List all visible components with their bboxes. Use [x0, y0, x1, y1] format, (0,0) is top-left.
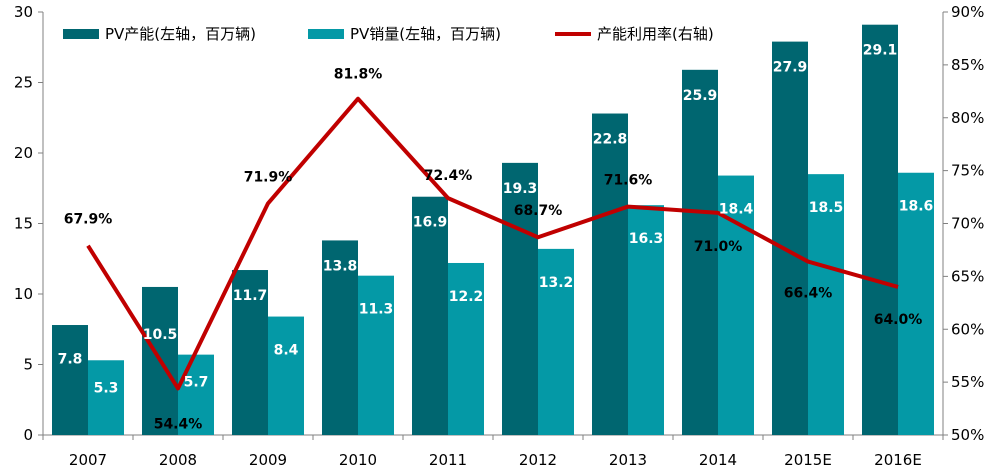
bar-sales — [898, 172, 934, 436]
x-tick-label: 2008 — [159, 451, 197, 469]
bars — [52, 24, 934, 436]
x-tick-label: 2012 — [519, 451, 557, 469]
bar-label: 18.4 — [719, 202, 754, 218]
utilization-polyline — [86, 96, 899, 391]
y-right-tick-label: 85% — [951, 56, 984, 74]
y-left-tick-label: 0 — [23, 426, 33, 444]
bar-label: 18.6 — [899, 199, 934, 215]
x-tick-label: 2014 — [699, 451, 737, 469]
bar-sales — [718, 175, 754, 435]
bar-sales — [178, 354, 214, 435]
x-tick-label: 2007 — [69, 451, 107, 469]
y-right-tick-label: 75% — [951, 162, 984, 180]
data-labels: 7.8 5.3 10.5 5.7 11.7 8.4 13.8 11.3 16.9 12.2 19.3… — [58, 43, 934, 433]
bar-label: 16.3 — [629, 231, 664, 247]
line-label: 81.8% — [334, 67, 383, 83]
bar-sales — [268, 316, 304, 435]
y-left-tick-label: 30 — [14, 3, 33, 21]
bar-capacity — [232, 270, 268, 435]
bar-label: 11.3 — [359, 302, 394, 318]
y-right-tick-label: 90% — [951, 3, 984, 21]
x-tick-label: 2010 — [339, 451, 377, 469]
line-label: 71.6% — [604, 173, 653, 189]
y-left-tick-label: 25 — [14, 74, 33, 92]
y-left-tick-label: 15 — [14, 215, 33, 233]
bar-label: 5.7 — [184, 375, 209, 391]
bar-label: 7.8 — [58, 352, 83, 368]
line-label: 71.0% — [694, 239, 743, 255]
utilization-line — [86, 96, 899, 391]
x-tick-label: 2015E — [784, 451, 832, 469]
bar-label: 11.7 — [233, 288, 268, 304]
bar-capacity — [52, 325, 88, 435]
bar-label: 16.9 — [413, 215, 448, 231]
bar-sales — [448, 262, 484, 435]
bar-sales — [628, 205, 664, 435]
y-right-tick-label: 55% — [951, 373, 984, 391]
x-tick-label: 2011 — [429, 451, 467, 469]
bar-capacity — [862, 24, 898, 435]
bar-capacity — [772, 41, 808, 436]
bar-capacity — [322, 240, 358, 435]
y-right-tick-label: 60% — [951, 320, 984, 338]
y-right-tick-label: 80% — [951, 109, 984, 127]
line-label: 71.9% — [244, 169, 293, 185]
bar-capacity — [592, 113, 628, 436]
bar-label: 8.4 — [274, 343, 299, 359]
bar-sales — [808, 174, 844, 435]
line-label: 66.4% — [784, 286, 833, 302]
y-left-tick-label: 20 — [14, 144, 33, 162]
line-label: 68.7% — [514, 203, 563, 219]
legend-swatch — [308, 29, 344, 39]
legend-label: PV销量(左轴，百万辆) — [350, 25, 501, 43]
bar-sales — [538, 248, 574, 435]
bar-label: 29.1 — [863, 43, 898, 59]
bar-label: 19.3 — [503, 181, 538, 197]
legend-swatch — [63, 29, 99, 39]
bar-label: 27.9 — [773, 60, 808, 76]
bar-label: 10.5 — [143, 327, 178, 343]
y-left-tick-label: 5 — [23, 356, 33, 374]
bar-label: 25.9 — [683, 88, 718, 104]
bar-sales — [88, 360, 124, 435]
legend-label: PV产能(左轴，百万辆) — [105, 25, 256, 43]
bar-label: 13.8 — [323, 258, 358, 274]
bar-label: 22.8 — [593, 132, 628, 148]
x-tick-label: 2009 — [249, 451, 287, 469]
legend-label: 产能利用率(右轴) — [597, 25, 714, 43]
y-right-tick-label: 70% — [951, 215, 984, 233]
y-right-tick-label: 50% — [951, 426, 984, 444]
line-label: 64.0% — [874, 312, 923, 328]
bar-sales — [358, 275, 394, 435]
y-right-tick-label: 65% — [951, 267, 984, 285]
x-tick-label: 2013 — [609, 451, 647, 469]
bar-label: 5.3 — [94, 380, 119, 396]
legend: PV产能(左轴，百万辆) PV销量(左轴，百万辆) 产能利用率(右轴) — [63, 25, 714, 43]
bar-label: 18.5 — [809, 200, 844, 216]
bar-label: 13.2 — [539, 275, 574, 291]
bar-capacity — [682, 69, 718, 435]
line-label: 72.4% — [424, 168, 473, 184]
axes: 0 5 10 15 20 25 30 50% 55% 60% 65% 70% 75% 80% 85% 90% 2… — [14, 3, 984, 469]
bar-capacity — [412, 196, 448, 435]
bar-label: 12.2 — [449, 289, 484, 305]
line-label: 67.9% — [64, 212, 113, 228]
y-left-tick-label: 10 — [14, 285, 33, 303]
line-label: 54.4% — [154, 416, 203, 432]
x-tick-label: 2016E — [874, 451, 922, 469]
bar-capacity — [502, 162, 538, 435]
